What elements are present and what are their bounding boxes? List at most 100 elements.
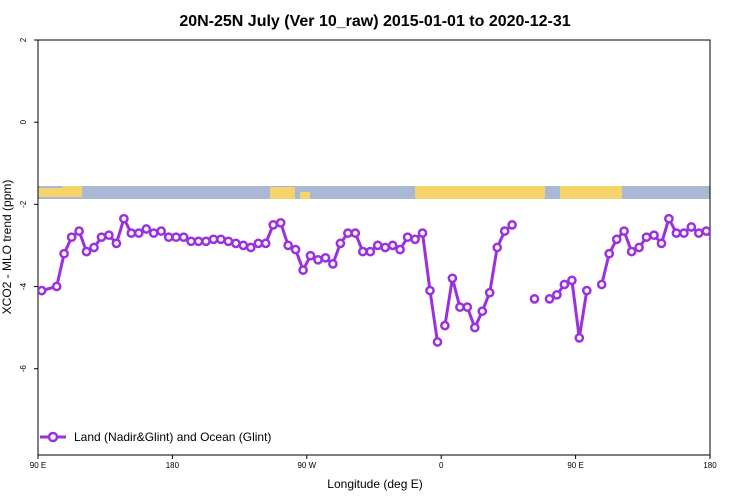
y-tick-label: -4: [19, 282, 28, 290]
data-point: [171, 232, 181, 243]
data-point: [693, 228, 704, 238]
data-point: [343, 228, 353, 238]
data-point: [559, 279, 570, 290]
data-point: [619, 226, 629, 236]
data-point: [634, 242, 644, 253]
data-point: [59, 248, 69, 259]
data-point: [51, 281, 62, 292]
land-patch: [62, 186, 82, 197]
y-axis-ticks: 2 0 -2 -4 -6: [19, 37, 38, 372]
data-point: [260, 238, 271, 249]
land-band: [38, 186, 622, 199]
x-tick-label: 180: [166, 461, 180, 470]
data-point: [455, 302, 465, 312]
data-point: [574, 333, 585, 343]
chart-title: 20N-25N July (Ver 10_raw) 2015-01-01 to …: [179, 13, 570, 30]
data-point: [38, 285, 47, 296]
data-point: [178, 232, 189, 243]
legend-label: Land (Nadir&Glint) and Ocean (Glint): [74, 430, 271, 444]
data-point: [320, 252, 331, 263]
data-point: [447, 273, 458, 284]
land-patch: [300, 192, 310, 199]
data-point: [581, 285, 592, 296]
data-point: [372, 240, 383, 251]
data-point: [708, 236, 710, 243]
data-point: [126, 228, 137, 238]
x-tick-label: 0: [439, 461, 444, 470]
y-tick-label: 0: [19, 119, 28, 124]
data-point: [395, 244, 405, 255]
data-point: [305, 250, 316, 261]
y-axis-label: XCO2 - MLO trend (ppm): [0, 180, 14, 315]
data-point: [96, 232, 107, 243]
data-point: [298, 265, 308, 275]
series-layer: [38, 213, 710, 347]
data-point: [74, 226, 84, 236]
data-point: [335, 238, 346, 249]
data-point: [141, 224, 152, 234]
land-ocean-strip: [38, 186, 710, 199]
legend-marker: [47, 431, 59, 443]
data-point: [462, 302, 473, 312]
data-point: [596, 279, 607, 290]
data-point: [290, 244, 301, 255]
x-axis-ticks: 90 E 180 90 W 0 90 E 180: [30, 455, 717, 470]
data-point: [133, 228, 144, 238]
data-point: [119, 213, 129, 224]
data-point: [387, 240, 398, 251]
data-point: [417, 228, 428, 238]
data-point: [686, 222, 697, 232]
x-axis-label: Longitude (deg E): [327, 477, 422, 491]
data-point: [148, 228, 159, 238]
data-point: [223, 236, 234, 247]
land-patch: [415, 186, 545, 199]
data-point: [380, 242, 391, 253]
series-group: [38, 213, 710, 347]
x-tick-label: 90 E: [567, 461, 583, 470]
data-point: [357, 246, 368, 257]
y-tick-label: -2: [19, 200, 28, 208]
data-point: [641, 232, 652, 243]
data-point: [156, 226, 167, 236]
x-tick-label: 90 E: [30, 461, 46, 470]
data-point: [81, 246, 92, 257]
land-patch: [38, 188, 82, 197]
data-point: [163, 232, 174, 243]
data-point: [89, 242, 99, 253]
data-point: [410, 234, 420, 245]
y-tick-label: -6: [19, 365, 28, 373]
data-point: [201, 236, 211, 247]
plot-frame: [37, 39, 711, 456]
x-tick-label: 90 W: [297, 461, 316, 470]
data-point: [425, 285, 435, 296]
y-tick-label: 2: [19, 37, 28, 42]
data-point: [469, 322, 480, 333]
data-point: [701, 226, 710, 236]
data-point: [104, 230, 114, 241]
data-point: [440, 320, 450, 331]
series-line: [600, 217, 710, 285]
data-point: [238, 240, 249, 251]
data-point: [484, 287, 495, 298]
data-point: [402, 232, 413, 243]
data-point: [365, 246, 376, 257]
series-line: [548, 278, 589, 340]
land-patch: [560, 186, 622, 199]
data-point: [656, 238, 667, 249]
data-point: [231, 238, 241, 249]
data-point: [66, 232, 77, 243]
data-point: [193, 236, 204, 247]
data-point: [671, 228, 682, 238]
data-point: [328, 259, 338, 269]
x-tick-label: 180: [703, 461, 717, 470]
data-point: [544, 294, 555, 304]
data-point: [552, 289, 562, 300]
data-point: [313, 254, 323, 265]
data-point: [245, 242, 256, 253]
legend: Land (Nadir&Glint) and Ocean (Glint): [40, 430, 271, 444]
data-point: [432, 337, 443, 347]
series-line: [443, 223, 514, 330]
data-point: [350, 228, 361, 238]
data-point: [649, 230, 659, 241]
